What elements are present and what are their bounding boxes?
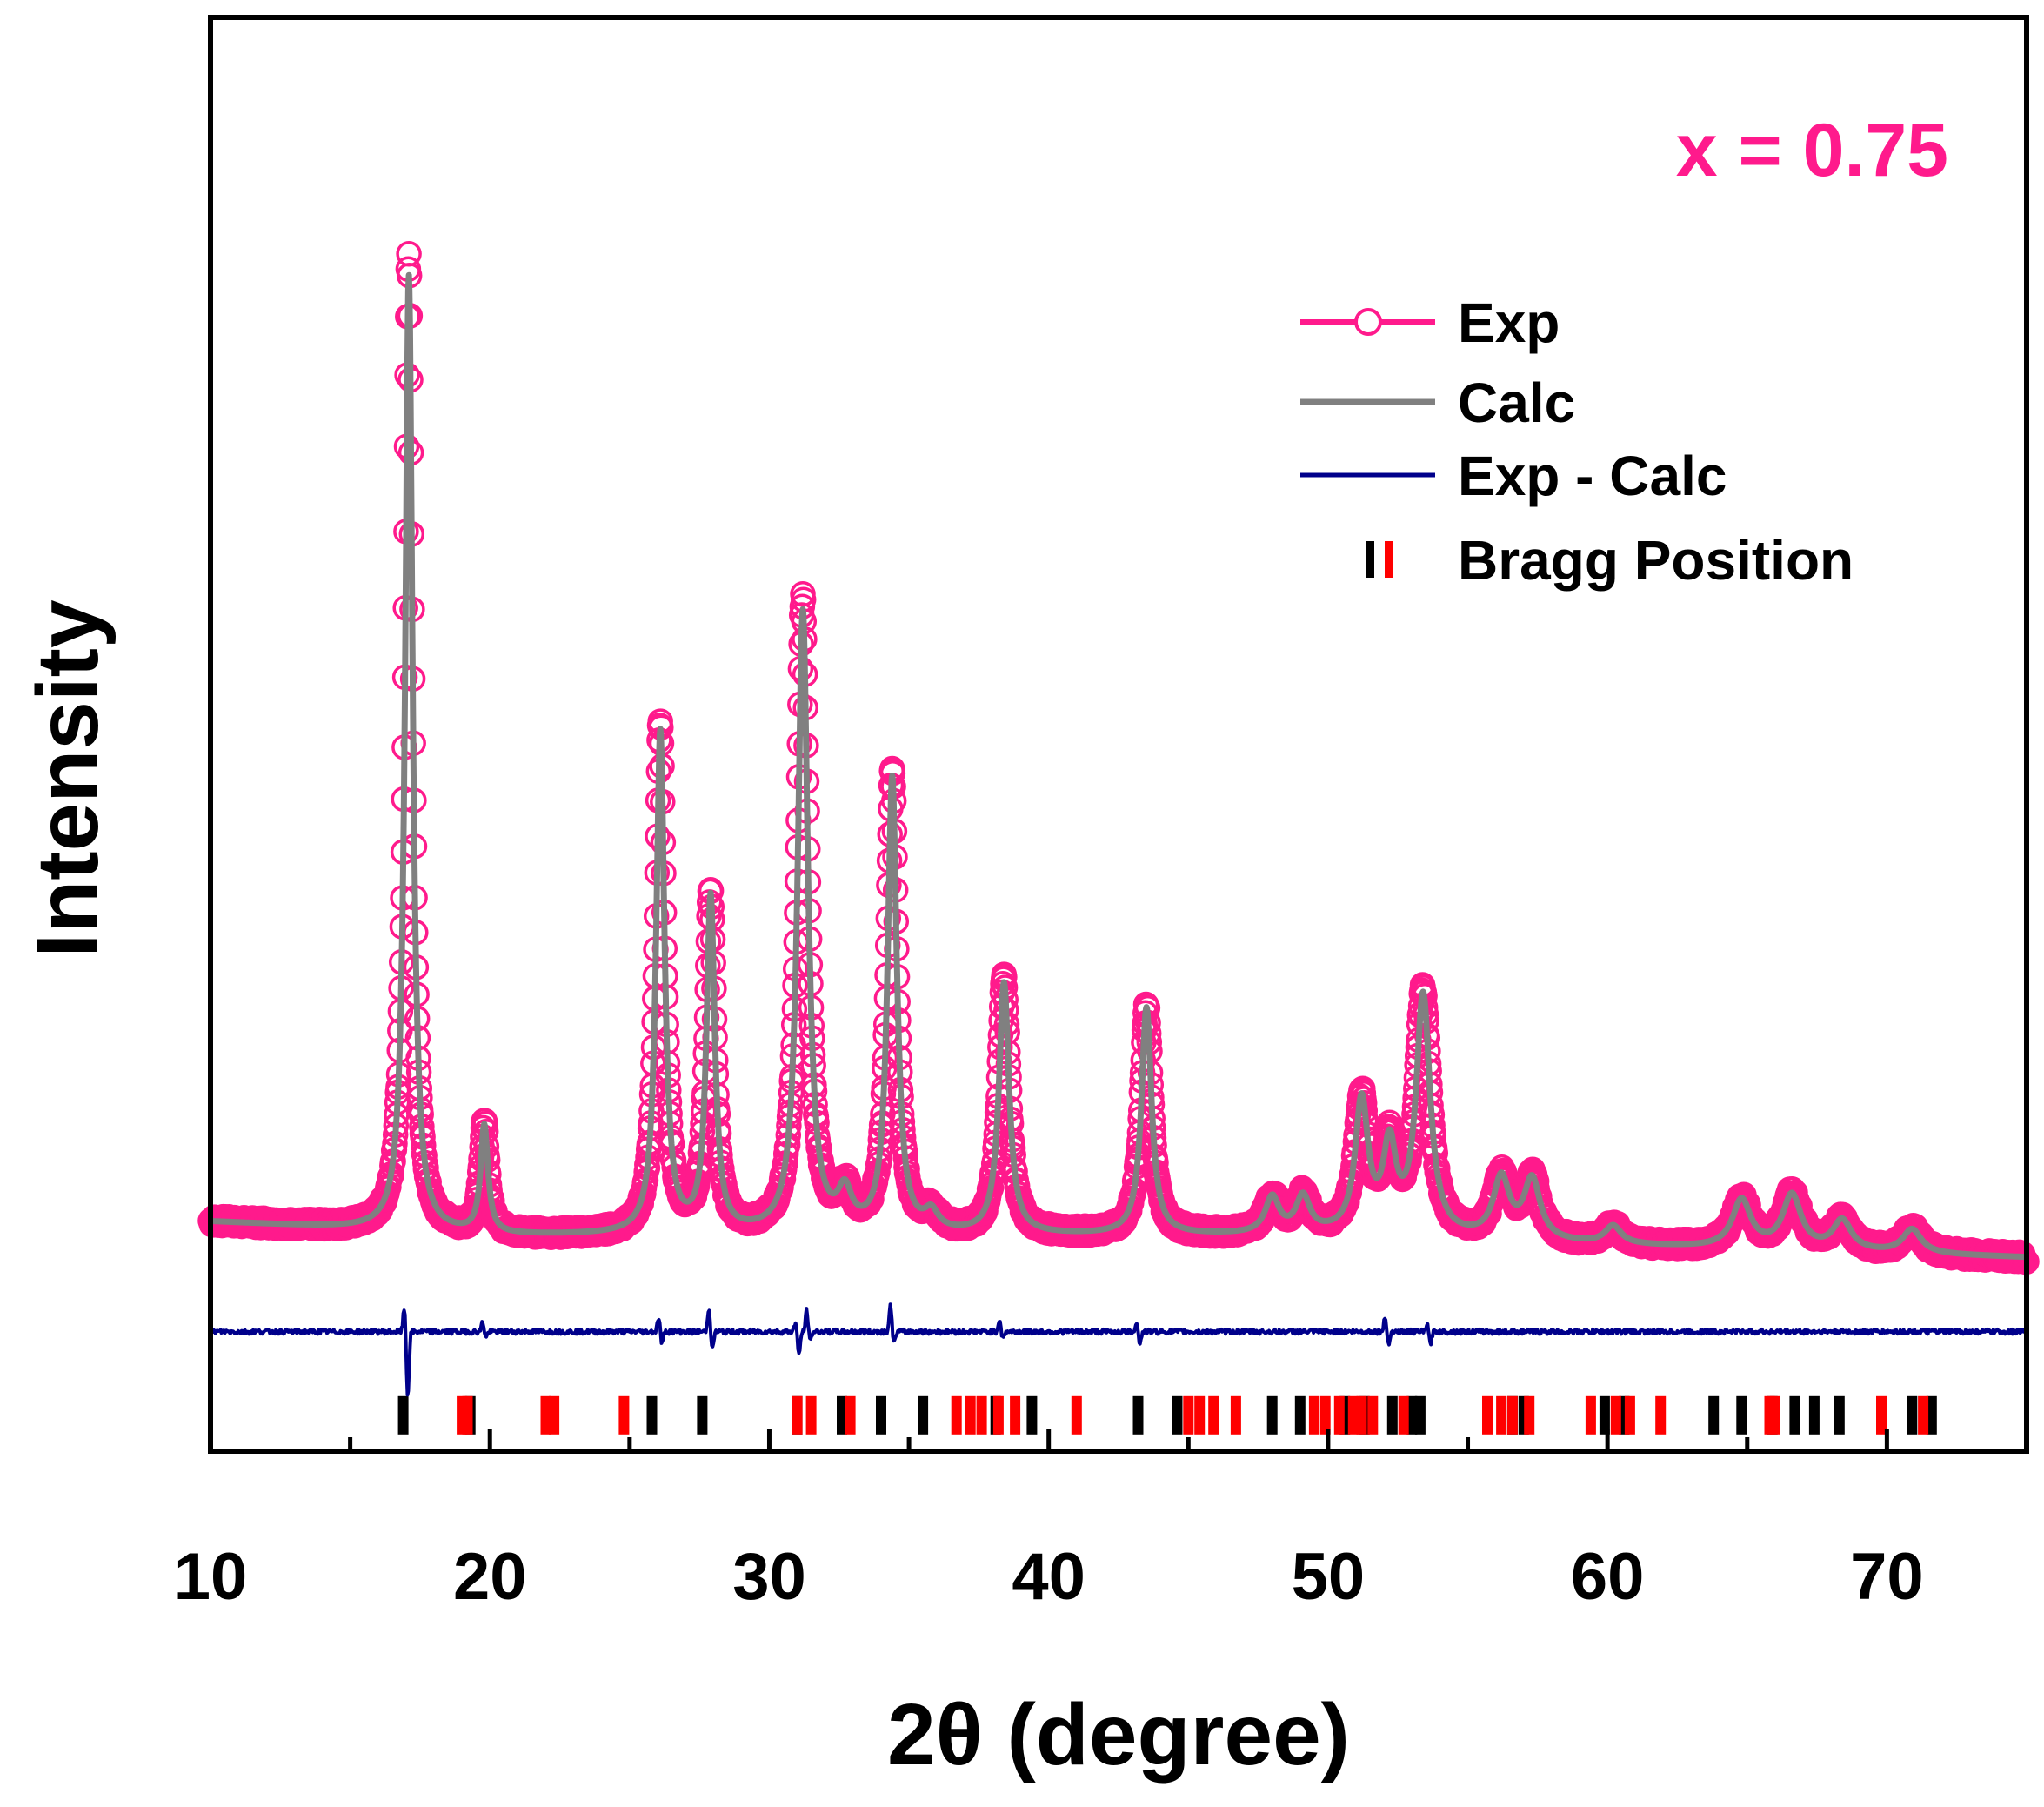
bragg-tick-black: [1789, 1395, 1800, 1435]
y-axis-title: Intensity: [19, 599, 117, 958]
bragg-tick-red: [1524, 1395, 1535, 1435]
bragg-tick-black: [1172, 1395, 1183, 1435]
bragg-tick-red: [1194, 1395, 1206, 1435]
bragg-tick-red: [1230, 1395, 1241, 1435]
x-tick-label: 50: [1292, 1540, 1366, 1614]
bragg-tick-red: [540, 1395, 551, 1435]
bragg-tick-red: [1482, 1395, 1493, 1435]
bragg-tick-red: [992, 1395, 1004, 1435]
bragg-tick-red: [1655, 1395, 1667, 1435]
x-tick-label: 10: [174, 1540, 248, 1614]
bragg-tick-black: [1599, 1395, 1610, 1435]
x-tick-label: 60: [1571, 1540, 1645, 1614]
bragg-tick-red: [1918, 1395, 1929, 1435]
bragg-tick-red: [1356, 1395, 1367, 1435]
bragg-tick-red: [1333, 1395, 1345, 1435]
legend-exp-marker-icon: [1354, 308, 1382, 336]
bragg-tick-red: [618, 1395, 630, 1435]
x-tick-label: 30: [732, 1540, 806, 1614]
bragg-tick-red: [965, 1395, 976, 1435]
composition-annotation: x = 0.75: [1676, 109, 1948, 192]
x-tick-label: 20: [453, 1540, 527, 1614]
bragg-tick-red: [1071, 1395, 1082, 1435]
bragg-tick-red: [1010, 1395, 1021, 1435]
bragg-tick-red: [1610, 1395, 1621, 1435]
bragg-tick-black: [1736, 1395, 1747, 1435]
legend-label-diff: Exp - Calc: [1458, 445, 1727, 507]
x-axis-title: 2θ (degree): [887, 1686, 1350, 1784]
bragg-tick-black: [1926, 1395, 1937, 1435]
bragg-tick-red: [1624, 1395, 1635, 1435]
bragg-tick-red: [976, 1395, 987, 1435]
bragg-tick-red: [549, 1395, 560, 1435]
diff-series: [210, 1302, 2027, 1397]
bragg-tick-black: [918, 1395, 929, 1435]
legend-label-calc: Calc: [1458, 371, 1575, 434]
legend-bragg-black-tick-icon: [1366, 541, 1374, 578]
bragg-tick-red: [462, 1395, 473, 1435]
bragg-tick-black: [697, 1395, 708, 1435]
bragg-tick-red: [792, 1395, 803, 1435]
bragg-tick-black: [837, 1395, 847, 1435]
legend-bragg-red-tick-icon: [1385, 541, 1393, 578]
bragg-tick-red: [1876, 1395, 1887, 1435]
bragg-tick-black: [1294, 1395, 1306, 1435]
bragg-tick-red: [1769, 1395, 1780, 1435]
bragg-tick-red: [1398, 1395, 1409, 1435]
bragg-tick-black: [1406, 1395, 1418, 1435]
legend-label-exp: Exp: [1458, 291, 1560, 354]
bragg-tick-black: [1808, 1395, 1820, 1435]
x-tick-label: 70: [1850, 1540, 1924, 1614]
legend-label-bragg: Bragg Position: [1458, 529, 1854, 592]
bragg-tick-black: [1132, 1395, 1144, 1435]
bragg-tick-red: [1308, 1395, 1319, 1435]
bragg-tick-red: [1319, 1395, 1331, 1435]
bragg-tick-black: [876, 1395, 886, 1435]
bragg-tick-red: [1585, 1395, 1596, 1435]
bragg-tick-red: [805, 1395, 817, 1435]
bragg-tick-red: [951, 1395, 962, 1435]
bragg-tick-black: [1907, 1395, 1918, 1435]
bragg-tick-red: [1347, 1395, 1359, 1435]
bragg-tick-red: [845, 1395, 856, 1435]
bragg-tick-black: [1026, 1395, 1038, 1435]
bragg-positions: [397, 1395, 1937, 1435]
bragg-tick-black: [1708, 1395, 1720, 1435]
x-tick-label: 40: [1012, 1540, 1085, 1614]
bragg-tick-black: [1834, 1395, 1845, 1435]
bragg-tick-black: [397, 1395, 409, 1435]
bragg-tick-black: [646, 1395, 658, 1435]
bragg-tick-red: [1367, 1395, 1379, 1435]
bragg-tick-black: [1414, 1395, 1426, 1435]
bragg-tick-red: [1183, 1395, 1194, 1435]
diff-line: [210, 1302, 2027, 1397]
bragg-tick-red: [1208, 1395, 1219, 1435]
bragg-tick-red: [1506, 1395, 1518, 1435]
bragg-tick-black: [1266, 1395, 1278, 1435]
bragg-tick-red: [1496, 1395, 1507, 1435]
bragg-tick-black: [1386, 1395, 1398, 1435]
